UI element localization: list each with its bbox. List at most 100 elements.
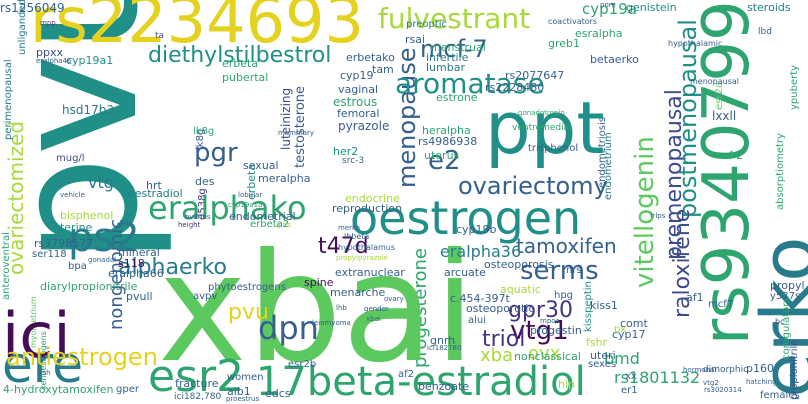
- word-preoptic: preoptic: [406, 19, 448, 30]
- word-hip: hip: [558, 378, 576, 391]
- word-gonadal: gonadal: [88, 256, 117, 264]
- word-bpa: bpa: [68, 261, 87, 272]
- word-lk8g: lk8g: [193, 126, 215, 137]
- word-rs1256049: rs1256049: [0, 1, 65, 15]
- word-pvu: pvu: [228, 300, 269, 325]
- word-lobular: lobular: [238, 191, 263, 199]
- word-rs2077647: rs2077647: [505, 69, 565, 82]
- word-uterine: uterine: [53, 221, 93, 234]
- word-hypothalamus: hypothalamus: [338, 243, 396, 252]
- word-lbd: lbd: [758, 27, 772, 37]
- word-ps2: ps2: [68, 215, 140, 261]
- word-ici182780b: ici182,780: [174, 392, 222, 402]
- word-avpv: avpv: [193, 291, 218, 302]
- word-eralpha36: eralpha36: [440, 242, 522, 261]
- word-merko: merko: [338, 224, 361, 232]
- word-oestradiol: oestradiol: [128, 187, 183, 200]
- word-pgr: pgr: [194, 138, 238, 168]
- word-erbetako: erbetako: [346, 51, 395, 64]
- word-mpoa: mpoa: [540, 317, 560, 325]
- word-arcuate: arcuate: [444, 266, 486, 279]
- word-rsai: rsai: [405, 33, 426, 46]
- word-spine: spine: [304, 276, 334, 289]
- word-ppxx: ppxx: [36, 46, 63, 59]
- word-mug-l: mug/l: [56, 153, 85, 164]
- word-gper: gper: [116, 384, 139, 395]
- word-ventromedial: ventromedial: [512, 123, 572, 133]
- word-c454: c.454-397t: [450, 292, 510, 305]
- word-height: height: [178, 221, 201, 229]
- word-anteroventral: anteroventral: [1, 232, 12, 300]
- word-erbeta2: erbeta2: [250, 219, 290, 230]
- word-gonadotropin: gonadotropin: [518, 109, 565, 117]
- word-s118: s118: [118, 257, 145, 270]
- word-aromatase: aromatase: [395, 67, 545, 100]
- word-progestin: progestin: [530, 324, 582, 337]
- word-uteri: uteri: [590, 349, 616, 362]
- word-endocrine: endocrine: [345, 192, 400, 205]
- word-bc: bc: [775, 317, 785, 326]
- word-sexual: sexual: [243, 159, 279, 172]
- word-bmd: bmd: [604, 349, 640, 368]
- word-esr2b: esr2b: [288, 359, 317, 370]
- word-4-hydroxytamoxifen: 4-hydroxytamoxifen: [3, 383, 114, 396]
- word-women: women: [227, 372, 264, 383]
- word-ovariectomy: ovariectomy: [458, 172, 608, 200]
- word-hormonal: hormonal: [683, 366, 717, 374]
- word-menarche: menarche: [330, 286, 386, 299]
- word-af-2: af-2: [722, 149, 743, 162]
- word-vtg: vtg: [88, 173, 114, 192]
- word-xba: xba: [480, 345, 514, 366]
- word-kiss1: kiss1: [590, 299, 618, 312]
- word-ovaries: ovaries: [185, 213, 211, 221]
- word-t47d: t47d: [318, 234, 369, 259]
- word-fshr: fshr: [586, 336, 608, 349]
- word-eralphako: eralphako: [148, 189, 307, 227]
- word-cyp17: cyp17: [612, 328, 646, 341]
- word-mcf-7: mcf-7: [420, 35, 488, 63]
- word-cyp19a1a: cyp19a1a: [228, 201, 263, 209]
- word-antiestrogen: antiestrogen: [6, 343, 158, 371]
- word-dimorphic: dimorphic: [703, 365, 749, 375]
- word-lxxll: lxxll: [712, 109, 737, 123]
- word-rs2234693: rs2234693: [30, 0, 364, 57]
- word-vtg1: vtg1: [510, 316, 569, 346]
- word-esralpha: esralpha: [575, 27, 623, 40]
- word-greb1: greb1: [548, 37, 581, 50]
- word-pore: pore: [600, 1, 616, 9]
- word-comt: comt: [620, 317, 648, 330]
- word-estrone: estrone: [436, 91, 478, 104]
- word-lhb: lhb: [336, 304, 347, 312]
- word-serms: serms: [520, 256, 599, 286]
- word-trisphenol: trisphenol: [528, 143, 579, 154]
- word-erbeta: erbeta: [222, 57, 259, 70]
- word-girls: girls: [276, 221, 291, 229]
- word-eralpha66: eralpha66: [108, 267, 164, 280]
- word-phytoestrogens: phytoestrogens: [208, 282, 286, 293]
- word-rs4986938: rs4986938: [418, 135, 478, 148]
- word-leiomyoma: leiomyoma: [312, 319, 351, 327]
- word-tam: tam: [372, 63, 394, 76]
- word-aquatic: aquatic: [500, 283, 541, 296]
- word-vehicle: vehicle: [60, 191, 85, 199]
- word-e2: e2: [428, 146, 461, 176]
- word-absorptiometry: absorptiometry: [775, 133, 786, 210]
- word-endometrial: endometrial: [229, 210, 296, 223]
- word-extranuclear: extranuclear: [335, 266, 405, 279]
- word-hrt: hrt: [146, 179, 162, 192]
- word-hsd17b3: hsd17b3: [62, 103, 114, 117]
- word-ppt: ppt: [485, 86, 605, 170]
- word-infertile: infertile: [426, 51, 469, 64]
- word-rs3020314: rs3020314: [704, 386, 742, 394]
- word-ypuberty: ypuberty: [789, 64, 800, 110]
- word-uterus: uterus: [424, 149, 460, 162]
- word-females: females: [760, 390, 800, 401]
- word-des: des: [195, 175, 215, 188]
- word-dpn: dpn: [258, 309, 319, 347]
- word-src-3: src-3: [342, 156, 365, 166]
- word-diarylpropionitrile: diarylpropionitrile: [40, 280, 138, 293]
- word-17beta: 17beta-estradiol: [256, 359, 586, 404]
- word-testosterone: testosterone: [293, 85, 308, 168]
- word-xx: xx: [625, 371, 637, 382]
